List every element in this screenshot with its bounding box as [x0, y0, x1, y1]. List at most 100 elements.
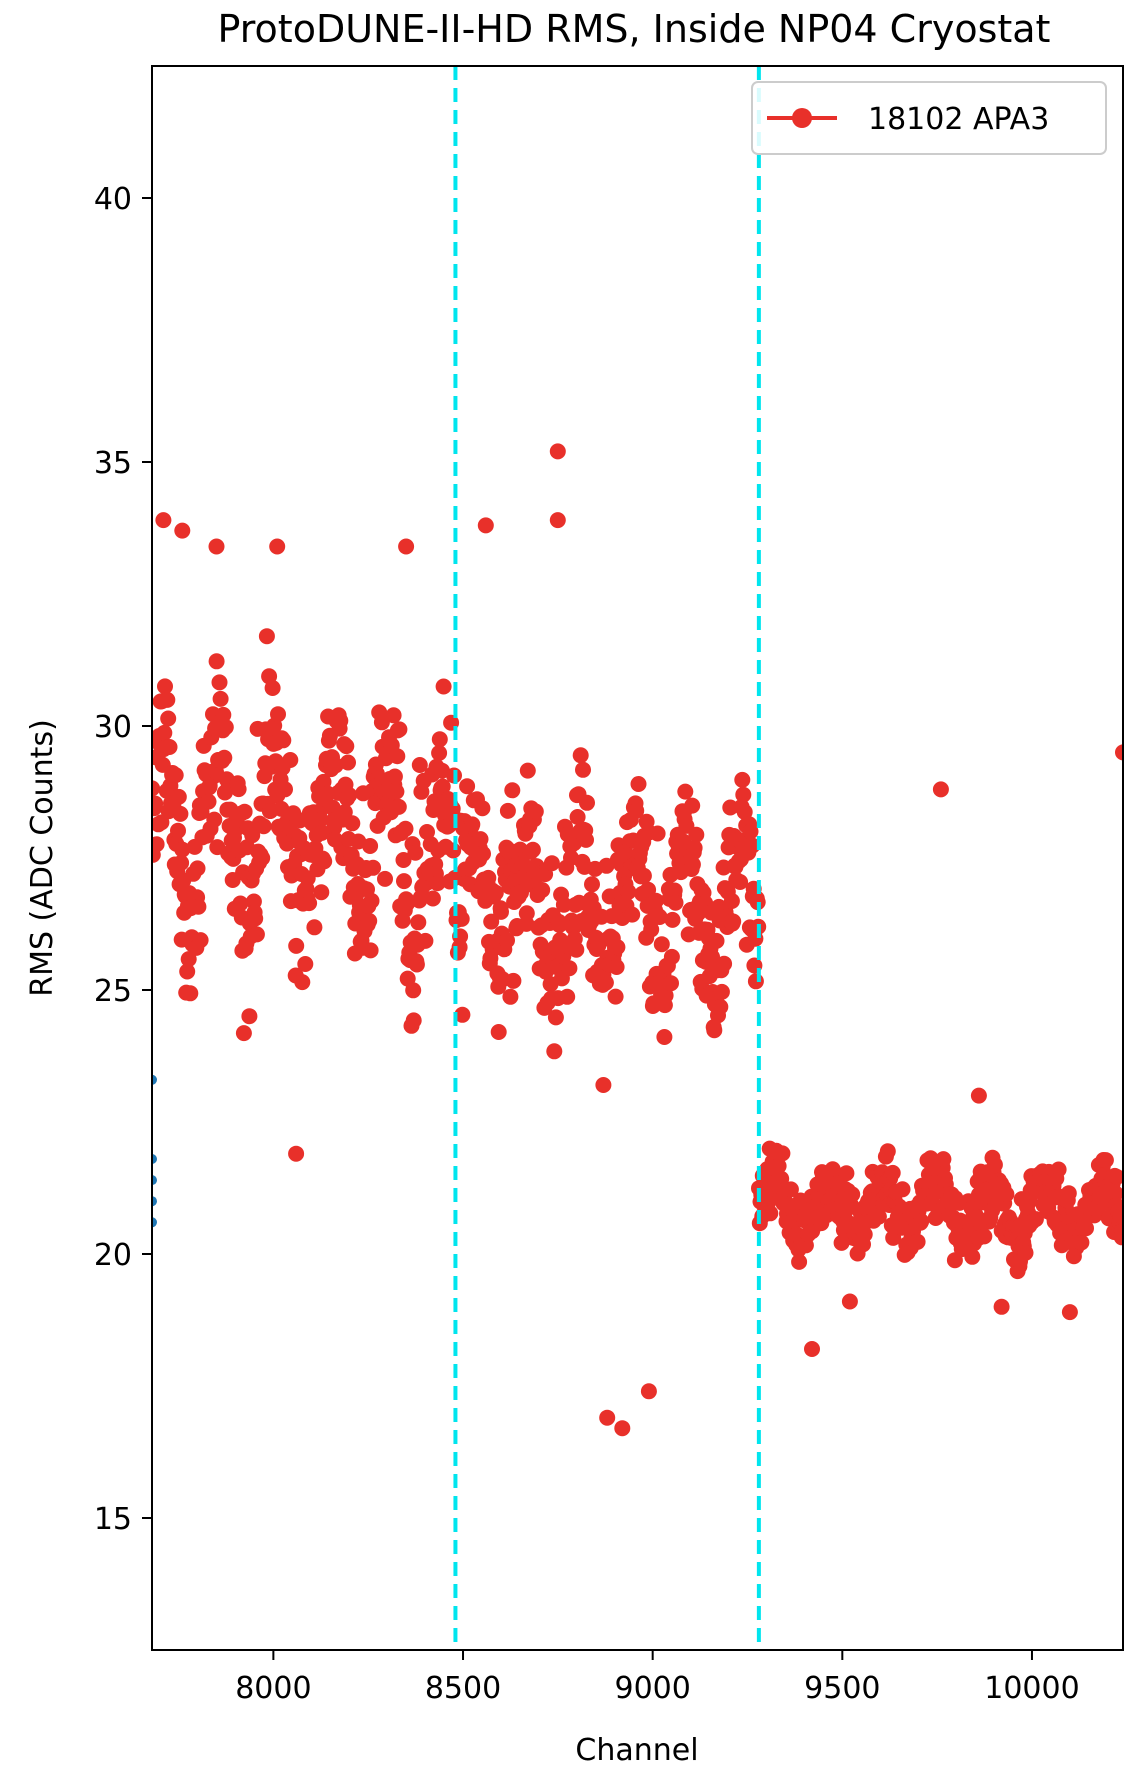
data-point: [487, 884, 504, 901]
data-point: [152, 1217, 157, 1228]
data-point: [340, 754, 356, 771]
data-point: [647, 892, 664, 909]
data-point: [1060, 1185, 1077, 1202]
data-point: [152, 1074, 157, 1085]
data-point: [208, 538, 225, 555]
data-point: [970, 1087, 987, 1104]
data-point: [156, 724, 173, 741]
data-point: [172, 805, 189, 822]
data-point: [459, 778, 476, 795]
reference-lines: [453, 66, 761, 1650]
legend-marker: [792, 108, 812, 128]
data-point: [856, 1226, 873, 1243]
data-point: [932, 781, 949, 798]
data-point: [499, 932, 515, 949]
data-point: [288, 1145, 305, 1162]
data-point: [716, 955, 733, 972]
data-point: [976, 1228, 993, 1245]
data-point: [894, 1181, 911, 1198]
data-point: [663, 975, 679, 992]
data-point: [1114, 1223, 1123, 1240]
data-point: [200, 793, 217, 810]
plot-frame: [151, 65, 1124, 1651]
data-point: [624, 906, 641, 923]
data-point: [1097, 1152, 1114, 1169]
data-point: [232, 895, 249, 912]
y-axis-ticks: 15 20 25 30 35 40: [94, 182, 152, 1537]
data-point: [1027, 1211, 1044, 1228]
data-point: [159, 691, 176, 708]
data-point: [735, 786, 752, 803]
data-point: [1089, 1200, 1106, 1217]
x-tick-label: 9500: [804, 1671, 880, 1706]
data-point: [561, 960, 578, 977]
y-tick-label: 20: [94, 1238, 132, 1273]
data-point: [152, 1154, 157, 1164]
data-point: [913, 1213, 930, 1230]
data-point: [993, 1298, 1010, 1315]
y-tick-label: 25: [94, 974, 132, 1009]
data-point: [297, 956, 314, 972]
data-point: [338, 738, 355, 755]
data-point: [534, 882, 551, 898]
x-tick-label: 8000: [235, 1671, 311, 1706]
data-point: [493, 903, 509, 920]
data-point: [477, 517, 494, 534]
data-point: [445, 842, 462, 859]
data-point: [411, 757, 428, 773]
data-point: [464, 816, 481, 833]
data-point: [667, 894, 684, 911]
data-point: [480, 869, 497, 886]
data-point: [217, 719, 234, 736]
data-point: [258, 628, 275, 645]
data-point: [395, 852, 412, 868]
data-point: [838, 1165, 855, 1182]
data-point: [514, 855, 531, 872]
data-point: [270, 706, 286, 723]
data-point: [431, 731, 448, 748]
data-point: [385, 707, 402, 724]
data-point: [555, 896, 572, 913]
data-point: [174, 841, 191, 858]
data-point: [742, 823, 759, 840]
data-point: [472, 831, 489, 848]
data-point: [247, 910, 264, 927]
data-point: [152, 1196, 157, 1207]
data-point: [725, 913, 742, 930]
data-point: [282, 752, 299, 768]
data-point: [475, 845, 491, 862]
data-point: [1017, 1244, 1034, 1261]
data-point: [189, 860, 206, 877]
data-point: [434, 778, 451, 795]
data-point: [549, 512, 566, 529]
data-point: [505, 972, 522, 989]
legend-label: 18102 APA3: [868, 102, 1049, 137]
data-point: [656, 1029, 673, 1045]
data-point: [499, 802, 516, 819]
data-point: [909, 1233, 926, 1250]
data-point: [630, 776, 647, 792]
data-point: [1109, 1169, 1123, 1185]
data-point: [365, 859, 382, 876]
data-point: [844, 1186, 861, 1203]
x-axis-ticks: 8000 8500 9000 9500 10000: [235, 1650, 1080, 1706]
data-point: [599, 1409, 616, 1426]
data-point: [170, 822, 186, 839]
data-point: [419, 824, 435, 840]
data-point: [408, 956, 425, 973]
data-point: [386, 768, 403, 785]
data-point: [410, 914, 427, 931]
data-point: [215, 706, 232, 723]
data-point: [986, 1156, 1003, 1173]
data-point: [704, 948, 720, 965]
data-point: [706, 1022, 723, 1039]
data-point: [397, 820, 414, 837]
data-point: [653, 936, 670, 953]
data-point: [167, 767, 184, 784]
data-point: [782, 1181, 799, 1198]
data-point: [405, 982, 422, 999]
data-point: [664, 911, 681, 928]
data-point: [519, 762, 536, 779]
data-point: [244, 827, 261, 844]
data-point: [1107, 1185, 1123, 1202]
